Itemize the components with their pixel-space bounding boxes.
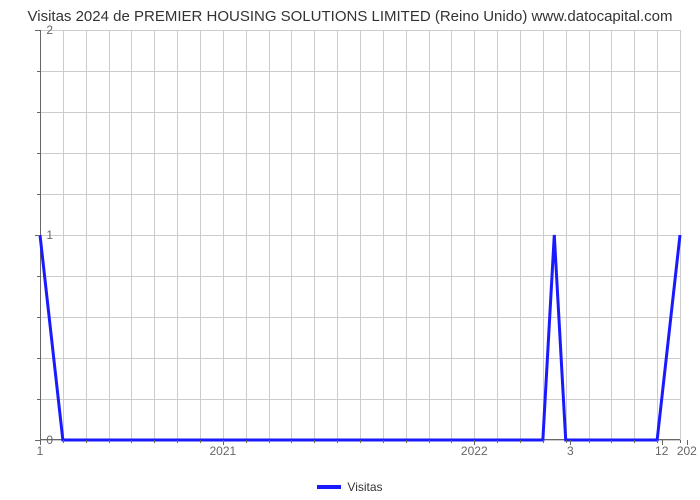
legend-label: Visitas — [347, 480, 382, 494]
xtick-minor — [611, 440, 612, 443]
series-line — [40, 235, 680, 440]
xtick-label: 3 — [567, 444, 574, 458]
xtick-minor — [566, 440, 567, 443]
line-series — [40, 30, 680, 440]
xtick-label: 2021 — [209, 444, 236, 458]
xtick-minor — [520, 440, 521, 443]
xtick-minor — [109, 440, 110, 443]
ytick-minor — [37, 194, 40, 195]
xtick-minor — [314, 440, 315, 443]
xtick-minor — [131, 440, 132, 443]
ytick-minor — [37, 153, 40, 154]
xtick-minor — [406, 440, 407, 443]
xtick-minor — [634, 440, 635, 443]
xtick-minor — [200, 440, 201, 443]
ytick-minor — [37, 276, 40, 277]
xtick-minor — [63, 440, 64, 443]
ytick-minor — [37, 399, 40, 400]
ytick-minor — [37, 112, 40, 113]
xtick-minor — [589, 440, 590, 443]
xtick-minor — [246, 440, 247, 443]
xtick-label: 202 — [677, 444, 697, 458]
chart-container: Visitas 2024 de PREMIER HOUSING SOLUTION… — [0, 0, 700, 500]
chart-title: Visitas 2024 de PREMIER HOUSING SOLUTION… — [0, 8, 700, 25]
grid-line-v — [680, 30, 681, 440]
xtick-minor — [657, 440, 658, 443]
xtick-minor — [543, 440, 544, 443]
ytick-label: 2 — [23, 23, 53, 37]
ytick-label: 1 — [23, 228, 53, 242]
xtick-minor — [474, 440, 475, 443]
xtick-minor — [497, 440, 498, 443]
xtick-minor — [451, 440, 452, 443]
xtick-label: 2022 — [461, 444, 488, 458]
xtick-minor — [223, 440, 224, 443]
ytick-minor — [37, 358, 40, 359]
xtick-minor — [429, 440, 430, 443]
ytick-minor — [37, 317, 40, 318]
xtick-minor — [291, 440, 292, 443]
xtick-minor — [177, 440, 178, 443]
xtick-minor — [154, 440, 155, 443]
legend-swatch — [317, 485, 341, 489]
xtick-minor — [360, 440, 361, 443]
ytick-minor — [37, 71, 40, 72]
xtick-minor — [269, 440, 270, 443]
xtick-minor — [383, 440, 384, 443]
legend-item-visitas: Visitas — [317, 480, 382, 494]
xtick-label: 1 — [37, 444, 44, 458]
xtick-minor — [86, 440, 87, 443]
xtick-label: 12 — [655, 444, 668, 458]
legend: Visitas — [0, 476, 700, 494]
xtick-minor — [337, 440, 338, 443]
plot-area — [40, 30, 680, 440]
xtick-minor — [680, 440, 681, 443]
